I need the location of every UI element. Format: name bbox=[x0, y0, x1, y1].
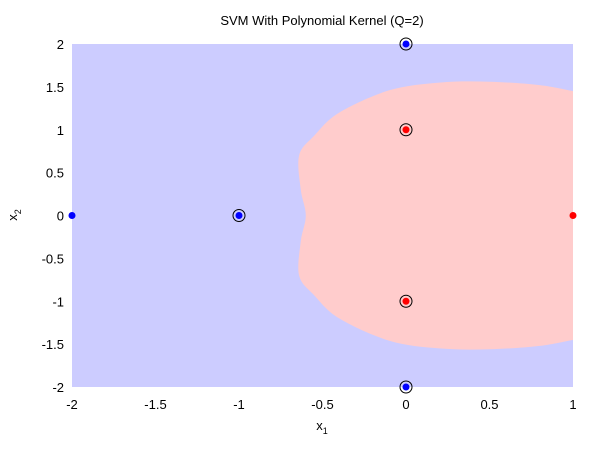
x-tick-label: -2 bbox=[66, 397, 78, 412]
y-tick-label: -2 bbox=[52, 380, 64, 395]
support-vector-point bbox=[399, 380, 413, 394]
y-axis-label-base: x bbox=[5, 214, 20, 221]
point-marker bbox=[402, 126, 410, 134]
point-marker bbox=[402, 383, 410, 391]
x-axis-label-base: x bbox=[316, 418, 323, 433]
point-marker bbox=[402, 297, 410, 305]
data-point bbox=[569, 212, 577, 219]
point-marker bbox=[402, 40, 410, 48]
data-point bbox=[68, 212, 76, 219]
x-axis-label-sub: 1 bbox=[323, 426, 328, 436]
y-tick-label: -1 bbox=[52, 294, 64, 309]
y-tick-label: -0.5 bbox=[42, 251, 64, 266]
y-tick-label: 0.5 bbox=[46, 166, 64, 181]
data-points bbox=[68, 37, 577, 394]
y-axis-label: x2 bbox=[5, 209, 23, 221]
plot-area bbox=[72, 44, 573, 387]
y-tick-label: -1.5 bbox=[42, 337, 64, 352]
support-vector-point bbox=[399, 123, 413, 137]
x-tick-label: 0.5 bbox=[480, 397, 498, 412]
y-tick-label: 2 bbox=[57, 37, 64, 52]
point-marker bbox=[569, 212, 577, 219]
x-tick-label: 0 bbox=[402, 397, 409, 412]
x-tick-label: -0.5 bbox=[311, 397, 333, 412]
y-tick-label: 0 bbox=[57, 209, 64, 224]
support-vector-ring bbox=[399, 294, 413, 308]
y-tick-label: 1 bbox=[57, 123, 64, 138]
support-vector-point bbox=[399, 294, 413, 308]
support-vector-ring bbox=[399, 123, 413, 137]
support-vector-ring bbox=[399, 37, 413, 51]
support-vector-ring bbox=[232, 209, 246, 222]
red-region bbox=[298, 81, 573, 350]
x-tick-label: -1 bbox=[233, 397, 245, 412]
y-axis-label-sub: 2 bbox=[13, 209, 23, 214]
support-vector-point bbox=[399, 37, 413, 51]
point-marker bbox=[235, 212, 243, 219]
x-axis-label: x1 bbox=[316, 418, 328, 436]
x-tick-label: -1.5 bbox=[144, 397, 166, 412]
x-axis: -2 -1.5 -1 -0.5 0 0.5 1 bbox=[66, 397, 576, 412]
support-vector-point bbox=[232, 209, 246, 222]
y-tick-label: 1.5 bbox=[46, 80, 64, 95]
y-axis: -2 -1.5 -1 -0.5 0 0.5 1 1.5 2 bbox=[42, 37, 64, 395]
support-vector-ring bbox=[399, 380, 413, 394]
chart-title: SVM With Polynomial Kernel (Q=2) bbox=[220, 13, 423, 28]
x-tick-label: 1 bbox=[569, 397, 576, 412]
point-marker bbox=[68, 212, 76, 219]
